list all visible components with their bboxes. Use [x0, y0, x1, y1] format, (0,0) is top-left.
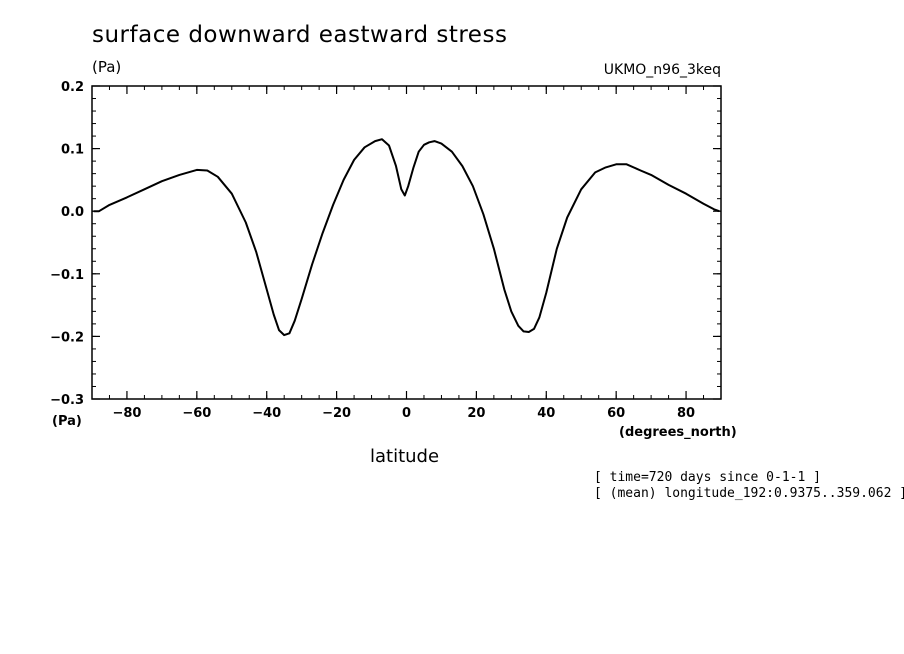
x-tick-label: −40: [252, 406, 281, 421]
plot-frame: [91, 85, 722, 400]
y-tick-label: 0.2: [61, 80, 84, 95]
y-tick-label: −0.3: [50, 393, 84, 408]
y-tick-label: 0.0: [61, 205, 84, 220]
y-tick-label: 0.1: [61, 143, 84, 158]
time-annotation: [ time=720 days since 0-1-1 ]: [594, 470, 821, 485]
x-tick-label: 0: [402, 406, 411, 421]
series-line: [93, 138, 720, 337]
x-tick-label: −20: [322, 406, 351, 421]
longitude-annotation: [ (mean) longitude_192:0.9375..359.062 ]: [594, 486, 904, 501]
y-tick-label: −0.1: [50, 268, 84, 283]
x-tick-label: 20: [467, 406, 485, 421]
y-units-bottom: (Pa): [52, 414, 82, 429]
dataset-label: UKMO_n96_3keq: [603, 62, 721, 78]
x-tick-label: −80: [112, 406, 141, 421]
x-tick-label: 40: [537, 406, 555, 421]
y-tick-label: −0.2: [50, 330, 84, 345]
x-tick-label: −60: [182, 406, 211, 421]
x-units: (degrees_north): [619, 425, 737, 440]
x-tick-label: 80: [677, 406, 695, 421]
chart-title: surface downward eastward stress: [92, 22, 508, 48]
x-tick-label: 60: [607, 406, 625, 421]
y-units-top: (Pa): [92, 58, 122, 76]
x-axis-label: latitude: [370, 446, 440, 467]
